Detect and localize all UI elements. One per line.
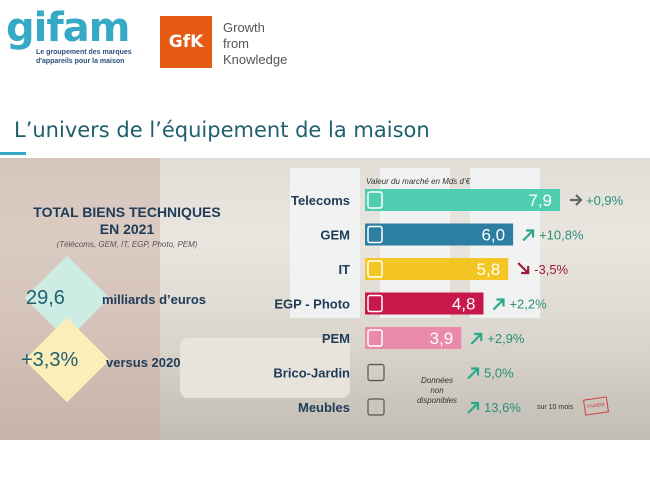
variation-label: 5,0% — [484, 366, 514, 381]
window — [290, 168, 360, 318]
arrow-up-icon — [470, 332, 483, 345]
laptop-icon — [367, 260, 383, 278]
arrow-right-icon — [570, 194, 583, 206]
tools-icon — [367, 363, 385, 382]
bar-value-label: 4,8 — [452, 295, 476, 314]
washing-machine-icon — [367, 225, 383, 244]
total-panel: TOTAL BIENS TECHNIQUES EN 2021 (Télécoms… — [12, 190, 242, 420]
vacuum-icon — [367, 329, 383, 347]
bar — [365, 258, 509, 280]
bar-value-label: 6,0 — [481, 226, 505, 245]
variation-label: 13,6% — [484, 400, 521, 415]
page-title: L’univers de l’équipement de la maison — [14, 118, 430, 142]
arrow-up-icon — [492, 298, 505, 311]
variation-label: +0,9% — [586, 193, 624, 208]
bar-value-label: 5,8 — [477, 260, 501, 279]
category-label: EGP - Photo — [274, 297, 350, 312]
sofa — [180, 338, 350, 398]
variation-label: +2,9% — [487, 331, 525, 346]
category-label: Meubles — [298, 400, 350, 415]
background-photo — [0, 158, 650, 440]
variation-label: +10,8% — [539, 228, 584, 243]
variation-label: -3,5% — [534, 262, 568, 277]
growth-label: versus 2020 — [106, 355, 181, 370]
tv-icon — [367, 294, 383, 313]
bar — [365, 189, 560, 211]
gfk-tagline: Growth from Knowledge — [223, 20, 288, 67]
category-label: Brico-Jardin — [273, 366, 350, 381]
bar — [365, 223, 514, 246]
meubles-period-note: sur 10 mois — [537, 404, 574, 411]
total-label: milliards d’euros — [102, 292, 207, 307]
gifam-tagline: Le groupement des marques d'appareils po… — [36, 49, 132, 65]
no-data-note: Données non disponibles — [416, 376, 458, 405]
gfk-logo: GfK — [160, 16, 212, 68]
value-caption: Valeur du marché en Mds d’€ — [366, 177, 471, 186]
bar — [365, 327, 462, 349]
title-underline — [0, 152, 26, 155]
bar — [365, 292, 484, 315]
arrow-up-icon — [467, 367, 480, 380]
panel-title: TOTAL BIENS TECHNIQUES EN 2021 — [33, 204, 221, 237]
bar-value-label: 7,9 — [528, 191, 552, 210]
arrow-up-icon — [467, 401, 480, 414]
category-label: PEM — [322, 331, 350, 346]
phone-icon — [367, 191, 383, 209]
variation-label: +2,2% — [509, 297, 547, 312]
total-value: 29,6 — [26, 287, 65, 309]
bar-value-label: 3,9 — [430, 329, 454, 348]
gifam-wordmark: gifam — [6, 5, 130, 51]
category-label: GEM — [320, 228, 350, 243]
panel-subtitle: (Télécoms, GEM, IT, EGP, Photo, PEM) — [56, 240, 198, 249]
cabinet-icon — [367, 398, 385, 416]
growth-value: +3,3% — [21, 349, 79, 371]
gifam-logo: gifam Le groupement des marques d'appare… — [6, 8, 136, 68]
stamp-icon: FNAEM — [583, 396, 609, 416]
category-label: Telecoms — [291, 193, 350, 208]
category-label: IT — [338, 262, 350, 277]
arrow-down-icon — [517, 262, 530, 275]
arrow-up-icon — [522, 229, 535, 242]
